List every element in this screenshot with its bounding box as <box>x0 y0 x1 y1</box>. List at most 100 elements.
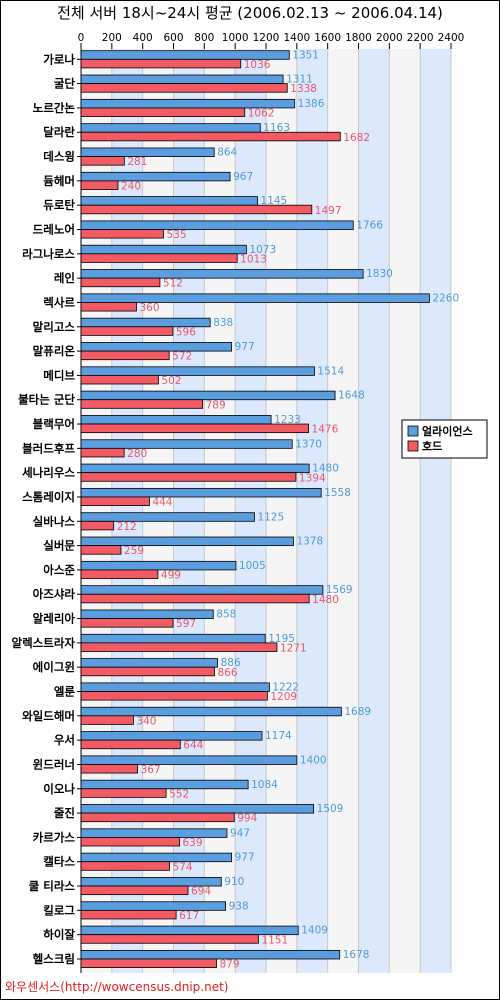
category-label-32: 카르가스 <box>33 830 76 844</box>
bar-alliance-1 <box>80 74 284 85</box>
bar-horde-21 <box>80 569 159 579</box>
value-label-horde-21: 499 <box>161 570 181 582</box>
value-label-horde-23: 597 <box>176 618 196 630</box>
bar-horde-33 <box>80 861 170 871</box>
bar-horde-6 <box>80 204 313 215</box>
bar-alliance-4 <box>80 147 215 157</box>
value-label-horde-27: 340 <box>136 715 156 727</box>
band-8 <box>327 49 359 973</box>
value-label-horde-22: 1480 <box>312 594 339 606</box>
legend-swatch-1 <box>407 440 419 452</box>
category-label-10: 렉사르 <box>43 295 75 309</box>
value-label-alliance-23: 858 <box>216 609 236 621</box>
value-label-horde-13: 502 <box>161 375 181 387</box>
value-label-horde-16: 280 <box>127 448 147 460</box>
bar-alliance-10 <box>80 293 430 303</box>
value-label-alliance-28: 1174 <box>265 730 292 742</box>
value-label-alliance-30: 1084 <box>251 779 278 791</box>
bar-horde-12 <box>80 350 170 361</box>
value-label-alliance-36: 1409 <box>301 925 328 937</box>
bar-horde-7 <box>80 229 164 239</box>
category-label-2: 노르간논 <box>33 101 76 115</box>
category-label-31: 줄진 <box>54 806 75 820</box>
value-label-horde-36: 1151 <box>261 934 288 946</box>
value-label-alliance-26: 1222 <box>272 682 299 694</box>
bar-horde-15 <box>80 423 309 434</box>
value-label-horde-28: 644 <box>183 740 203 752</box>
bar-horde-25 <box>80 666 215 677</box>
bar-horde-28 <box>80 739 181 750</box>
bar-alliance-12 <box>80 342 233 352</box>
value-label-alliance-3: 1163 <box>263 122 290 134</box>
category-label-17: 세나리우스 <box>22 466 75 480</box>
category-labels: 가로나굴단노르간논달라란데스윙듐헤머듀로탄드레노어라그나로스레인렉사르말리고스말… <box>12 52 81 966</box>
value-label-alliance-8: 1073 <box>249 244 276 256</box>
category-label-6: 듀로탄 <box>43 198 75 212</box>
value-label-alliance-33: 977 <box>235 852 255 864</box>
tick-label-1600: 1600 <box>314 32 341 44</box>
value-label-horde-1: 1338 <box>290 83 317 95</box>
value-label-horde-35: 617 <box>179 910 199 922</box>
category-label-5: 듐헤머 <box>43 174 75 188</box>
bar-alliance-37 <box>80 949 341 960</box>
bar-horde-13 <box>80 375 159 385</box>
bar-alliance-8 <box>80 244 247 255</box>
value-label-horde-14: 789 <box>206 399 226 411</box>
value-label-horde-0: 1036 <box>244 59 271 71</box>
value-label-horde-4: 281 <box>127 156 147 168</box>
bar-horde-14 <box>80 399 204 409</box>
bar-alliance-27 <box>80 706 342 717</box>
legend-swatch-0 <box>407 425 419 437</box>
value-label-alliance-12: 977 <box>235 341 255 353</box>
category-label-27: 와일드해머 <box>22 709 75 723</box>
bar-horde-29 <box>80 764 138 774</box>
value-label-alliance-20: 1378 <box>296 536 323 548</box>
value-label-horde-3: 1682 <box>343 132 370 144</box>
bar-horde-32 <box>80 837 180 847</box>
tick-label-1200: 1200 <box>253 32 280 44</box>
value-label-horde-8: 1013 <box>240 253 267 265</box>
value-label-alliance-24: 1195 <box>268 633 295 645</box>
category-label-18: 스톰레이지 <box>22 490 75 504</box>
bar-alliance-7 <box>80 220 354 230</box>
value-label-alliance-31: 1509 <box>317 803 344 815</box>
bar-alliance-35 <box>80 901 227 911</box>
category-label-22: 아즈샤라 <box>33 587 76 601</box>
value-label-alliance-29: 1400 <box>300 754 327 766</box>
category-label-28: 우서 <box>54 733 75 747</box>
value-label-horde-9: 512 <box>163 278 183 290</box>
value-label-alliance-15: 1233 <box>274 414 301 426</box>
category-label-8: 라그나로스 <box>22 247 75 261</box>
value-label-horde-12: 572 <box>172 351 192 363</box>
value-label-horde-15: 1476 <box>312 424 339 436</box>
bar-alliance-33 <box>80 852 233 863</box>
value-label-horde-7: 535 <box>166 229 186 241</box>
value-label-alliance-25: 886 <box>221 657 241 669</box>
band-7 <box>296 49 328 973</box>
category-label-12: 말퓨리온 <box>33 344 76 358</box>
category-label-1: 굴단 <box>54 77 76 91</box>
value-label-alliance-4: 864 <box>217 147 237 159</box>
bar-alliance-3 <box>80 123 261 133</box>
bar-alliance-17 <box>80 463 310 474</box>
bar-horde-34 <box>80 885 189 896</box>
category-label-25: 에이그윈 <box>33 660 75 674</box>
bar-horde-26 <box>80 691 268 701</box>
value-label-alliance-34: 910 <box>224 876 244 888</box>
value-label-horde-32: 639 <box>183 837 203 849</box>
bar-alliance-26 <box>80 682 270 692</box>
value-label-horde-24: 1271 <box>280 642 307 654</box>
category-label-15: 블랙무어 <box>33 417 75 431</box>
bar-horde-17 <box>80 472 297 482</box>
value-label-alliance-22: 1569 <box>326 584 353 596</box>
bar-horde-11 <box>80 326 174 336</box>
bar-horde-18 <box>80 496 150 506</box>
category-label-4: 데스윙 <box>43 150 75 164</box>
value-label-alliance-0: 1351 <box>292 49 319 61</box>
bar-horde-31 <box>80 812 235 823</box>
bar-horde-4 <box>80 156 125 166</box>
bar-horde-22 <box>80 593 310 604</box>
category-label-19: 실바나스 <box>33 514 76 528</box>
value-label-horde-25: 866 <box>218 667 238 679</box>
